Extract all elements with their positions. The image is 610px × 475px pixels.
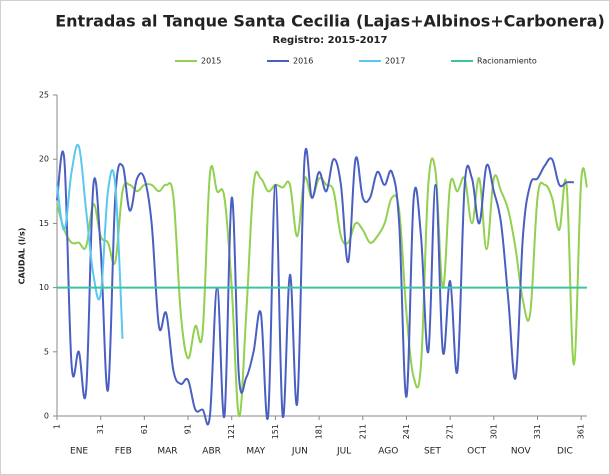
y-tick-label: 0 [44,412,49,421]
month-label: MAY [246,447,265,457]
x-tick-label: 331 [533,424,542,439]
chart-title: Entradas al Tanque Santa Cecilia (Lajas+… [55,12,605,31]
month-label: ENE [70,447,88,457]
month-label: JUN [291,447,308,457]
month-label: FEB [115,447,132,457]
month-label: AGO [378,447,398,457]
month-label: SET [424,447,441,457]
x-tick-label: 91 [184,424,193,434]
y-tick-label: 10 [39,283,49,292]
y-axis-label: CAUDAL (l/s) [18,228,27,285]
legend-label: 2017 [385,57,405,66]
chart-subtitle: Registro: 2015-2017 [273,35,388,46]
x-tick-label: 271 [446,424,455,439]
y-tick-label: 5 [44,347,49,356]
x-tick-label: 361 [577,424,586,439]
series-line [56,143,124,340]
series-line [56,157,588,418]
legend-label: 2015 [201,57,221,66]
y-tick-label: 20 [39,155,49,164]
x-tick-label: 121 [227,424,236,439]
x-tick-label: 1 [53,424,62,429]
x-tick-label: 61 [140,424,149,434]
y-tick-label: 15 [39,219,49,228]
x-tick-label: 181 [315,424,324,439]
month-label: NOV [511,447,532,457]
legend-label: 2016 [293,57,313,66]
series-line [56,147,574,426]
month-label: DIC [557,447,573,457]
x-tick-label: 301 [489,424,498,439]
month-label: MAR [157,447,177,457]
legend-label: Racionamiento [477,57,537,66]
x-tick-label: 31 [96,424,105,434]
month-label: ABR [202,447,221,457]
x-tick-label: 151 [271,424,280,439]
y-tick-label: 25 [39,91,49,100]
x-tick-label: 241 [402,424,411,439]
month-label: OCT [467,447,486,457]
month-label: JUL [336,447,351,457]
x-tick-label: 211 [358,424,367,439]
